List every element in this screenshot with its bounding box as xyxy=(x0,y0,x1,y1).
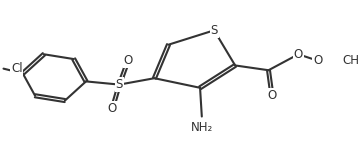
Text: CH₃: CH₃ xyxy=(342,54,358,67)
Text: S: S xyxy=(211,24,218,37)
Text: Cl: Cl xyxy=(11,62,23,75)
Text: O: O xyxy=(124,54,133,67)
Text: O: O xyxy=(267,89,277,102)
Text: NH₂: NH₂ xyxy=(191,121,213,134)
Text: S: S xyxy=(116,78,123,91)
Text: O: O xyxy=(294,48,303,61)
Text: O: O xyxy=(108,102,117,115)
Text: O: O xyxy=(313,54,322,67)
